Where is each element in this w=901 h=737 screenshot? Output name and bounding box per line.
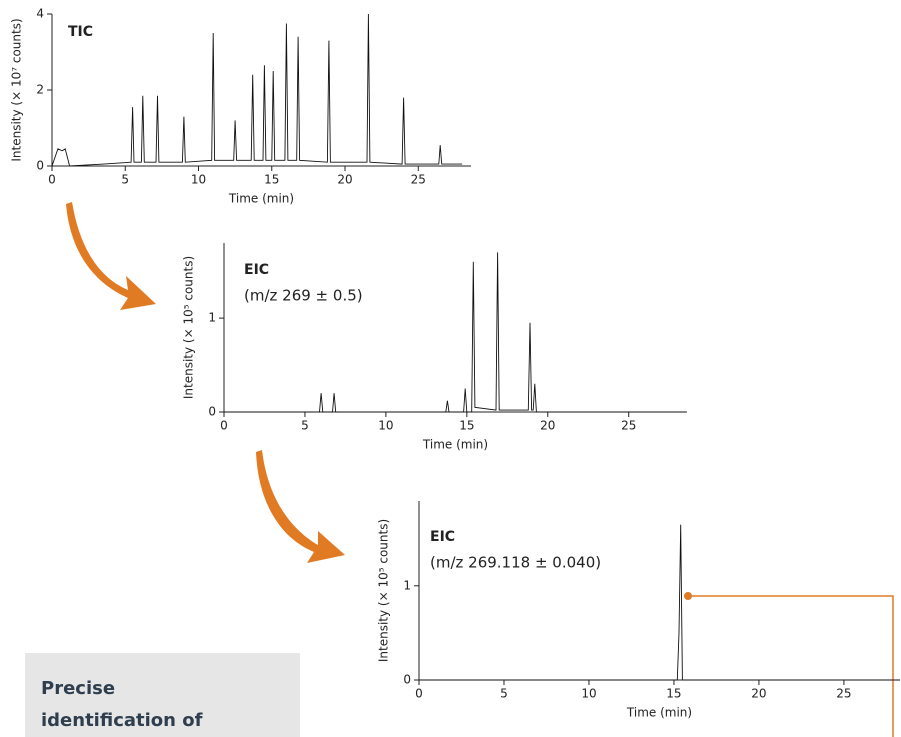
note-line: identification of <box>41 710 203 731</box>
y-tick-label: 0 <box>208 405 216 419</box>
y-tick-label: 1 <box>208 311 216 325</box>
x-tick-label: 5 <box>500 687 508 701</box>
note-line: Precise <box>41 678 115 699</box>
y-tick-label: 4 <box>36 7 44 21</box>
chart-subtitle: (m/z 269 ± 0.5) <box>244 287 363 305</box>
arrow <box>66 202 156 310</box>
x-tick-label: 20 <box>540 419 555 433</box>
chart-title: EIC <box>430 529 455 545</box>
x-axis-label: Time (min) <box>228 192 294 206</box>
x-tick-label: 0 <box>220 419 228 433</box>
x-tick-label: 0 <box>48 173 56 187</box>
x-axis-label: Time (min) <box>422 438 488 452</box>
x-tick-label: 5 <box>121 173 129 187</box>
y-tick-label: 0 <box>403 673 411 687</box>
x-tick-label: 25 <box>836 687 851 701</box>
y-tick-label: 2 <box>36 83 44 97</box>
y-axis-label: Intensity (× 10⁵ counts) <box>377 519 391 662</box>
x-axis-label: Time (min) <box>626 706 692 720</box>
x-tick-label: 25 <box>621 419 636 433</box>
x-tick-label: 10 <box>581 687 596 701</box>
chart-title: EIC <box>244 262 269 278</box>
connector <box>688 595 894 737</box>
note-box <box>25 653 300 737</box>
x-tick-label: 15 <box>264 173 279 187</box>
chart-title: TIC <box>68 24 93 40</box>
y-axis-label: Intensity (× 10⁵ counts) <box>182 256 196 399</box>
y-tick-label: 1 <box>403 578 411 592</box>
trace <box>419 524 900 681</box>
x-tick-label: 20 <box>337 173 352 187</box>
x-tick-label: 10 <box>191 173 206 187</box>
x-tick-label: 15 <box>459 419 474 433</box>
trace <box>51 13 463 167</box>
x-tick-label: 10 <box>378 419 393 433</box>
y-tick-label: 0 <box>36 159 44 173</box>
x-tick-label: 5 <box>301 419 309 433</box>
x-tick-label: 20 <box>751 687 766 701</box>
y-axis-label: Intensity (× 10⁷ counts) <box>10 18 24 161</box>
x-tick-label: 25 <box>411 173 426 187</box>
arrow <box>256 450 345 563</box>
x-tick-label: 0 <box>415 687 423 701</box>
x-tick-label: 15 <box>666 687 681 701</box>
trace <box>224 252 686 413</box>
chart-subtitle: (m/z 269.118 ± 0.040) <box>430 554 601 572</box>
